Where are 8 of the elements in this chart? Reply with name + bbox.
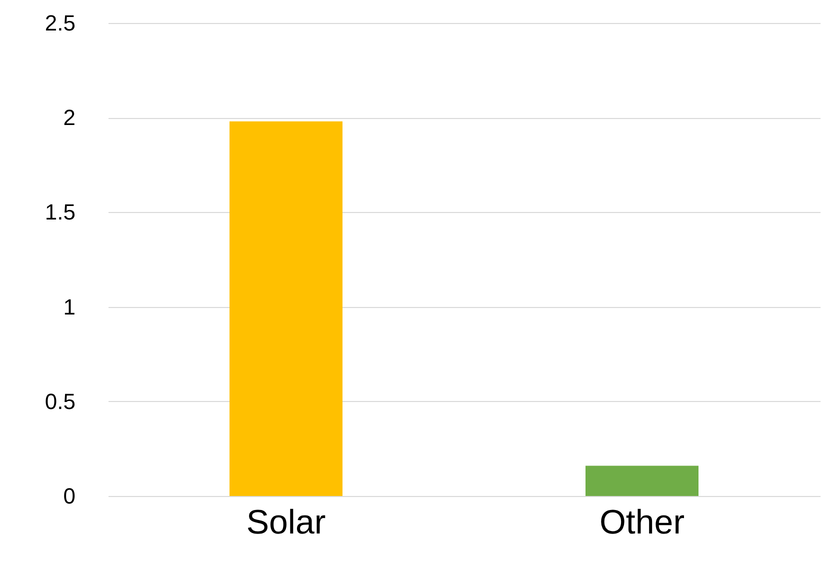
y-tick-label: 2 bbox=[63, 105, 76, 130]
y-tick-label: 2.5 bbox=[44, 10, 76, 36]
x-tick-label: Solar bbox=[246, 504, 326, 542]
y-tick-label: 1 bbox=[63, 294, 76, 320]
y-tick-label: 0.5 bbox=[44, 388, 76, 414]
y-tick-label: 0 bbox=[63, 484, 76, 508]
y-tick-label: 1.5 bbox=[44, 200, 76, 225]
x-tick-label: Other bbox=[599, 504, 685, 542]
